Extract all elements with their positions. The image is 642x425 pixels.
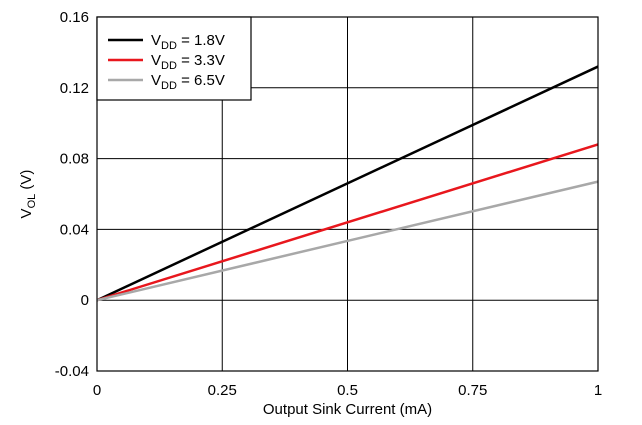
x-tick-label-1: 0.25 (208, 382, 237, 399)
y-tick-label-3: 0.08 (60, 151, 89, 168)
y-tick-label-1: 0 (81, 292, 89, 309)
y-axis-title: VOL (V) (18, 170, 38, 219)
x-tick-label-4: 1 (594, 382, 602, 399)
y-tick-label-4: 0.12 (60, 80, 89, 97)
axis-titles: Output Sink Current (mA) VOL (V) (18, 170, 432, 418)
x-tick-label-2: 0.5 (337, 382, 358, 399)
series-line-0 (96, 65, 599, 302)
legend-label-2: VDD = 6.5V (151, 72, 225, 92)
legend-label-0: VDD = 1.8V (151, 32, 225, 52)
legend-label-1: VDD = 3.3V (151, 52, 225, 72)
x-tick-label-3: 0.75 (458, 382, 487, 399)
y-tick-label-0: -0.04 (55, 363, 89, 380)
plot-frame (96, 16, 599, 372)
y-tick-label-5: 0.16 (60, 9, 89, 26)
y-tick-label-2: 0.04 (60, 221, 89, 238)
series-layer (96, 65, 599, 302)
x-axis-title: Output Sink Current (mA) (263, 401, 432, 418)
plot-border (96, 16, 599, 372)
series-line-2 (96, 180, 599, 302)
legend-box (96, 16, 252, 101)
x-tick-label-0: 0 (93, 382, 101, 399)
series-line-1 (96, 143, 599, 302)
